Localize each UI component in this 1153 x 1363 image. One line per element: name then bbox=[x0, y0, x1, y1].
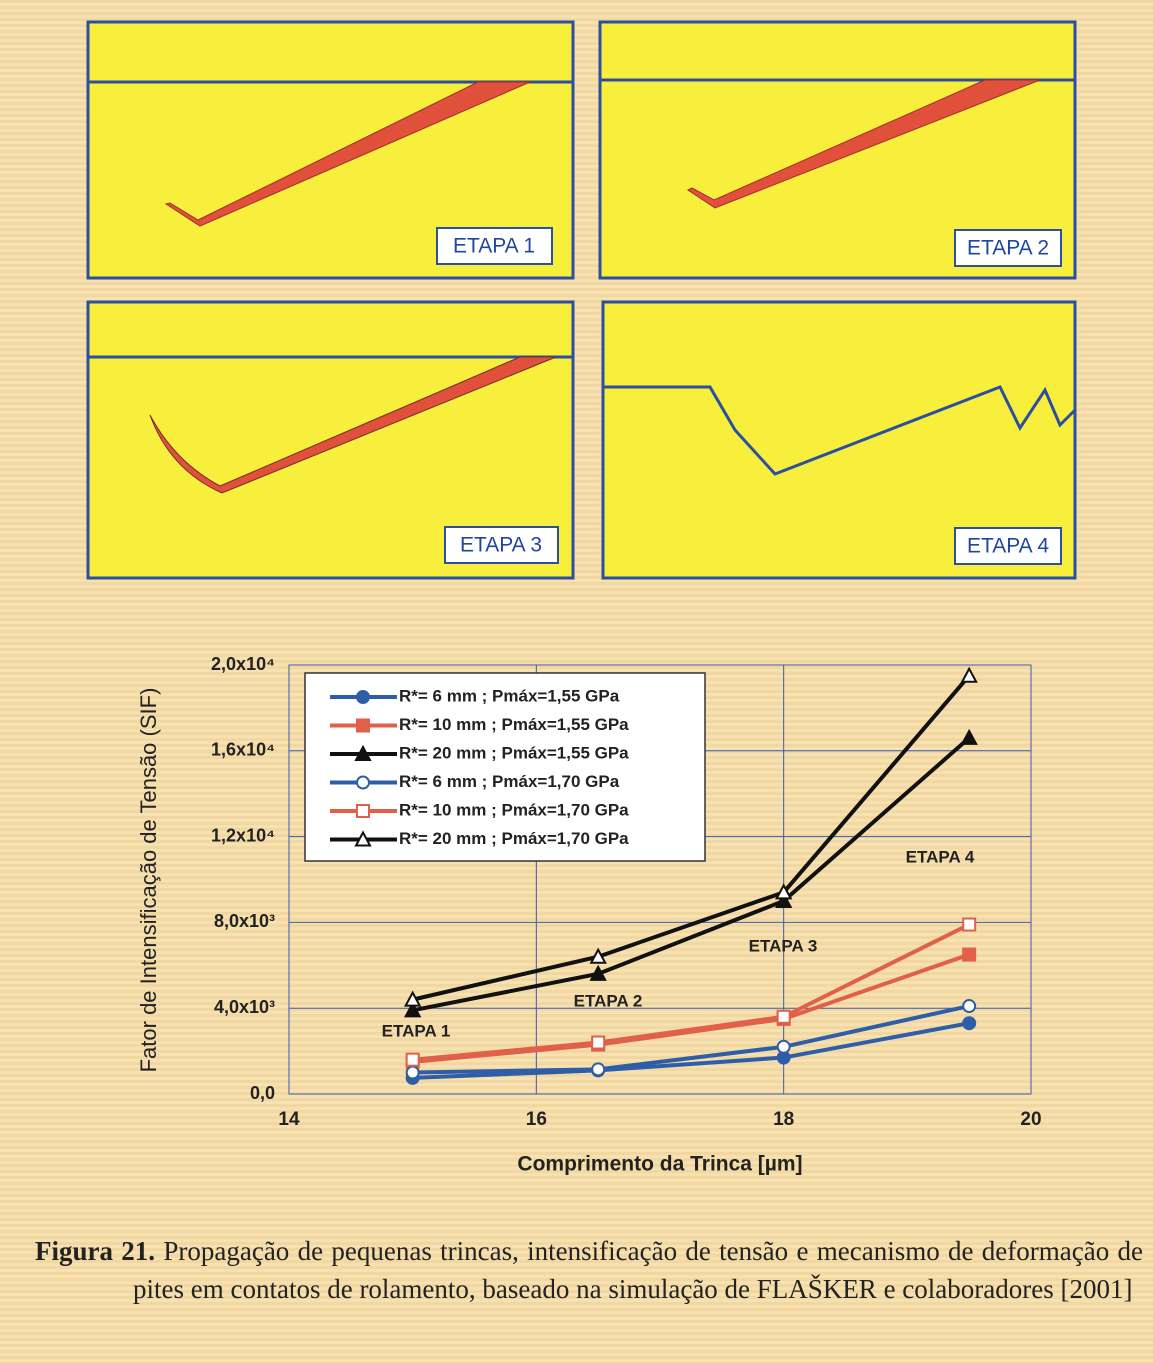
marker bbox=[407, 1067, 419, 1079]
marker bbox=[963, 1000, 975, 1012]
x-tick-label: 18 bbox=[773, 1109, 794, 1130]
panel-label: ETAPA 1 bbox=[453, 235, 535, 258]
panel-label: ETAPA 3 bbox=[460, 534, 542, 557]
annotation: ETAPA 1 bbox=[382, 1021, 451, 1040]
y-tick-label: 8,0x10³ bbox=[214, 911, 275, 931]
panel-4: ETAPA 4 bbox=[603, 302, 1075, 578]
series bbox=[407, 919, 976, 1066]
panel-3: ETAPA 3 bbox=[88, 302, 573, 578]
legend-label: R*= 10 mm ; Pmáx=1,70 GPa bbox=[399, 800, 629, 819]
y-tick-label: 1,2x10⁴ bbox=[211, 825, 275, 845]
panel-label: ETAPA 4 bbox=[967, 535, 1049, 558]
y-tick-label: 2,0x10⁴ bbox=[211, 654, 275, 674]
marker bbox=[357, 777, 369, 789]
x-tick-label: 20 bbox=[1020, 1109, 1041, 1130]
annotation: ETAPA 4 bbox=[906, 847, 975, 866]
legend: R*= 6 mm ; Pmáx=1,55 GPa R*= 10 mm ; Pmáx… bbox=[305, 673, 705, 861]
panel-2: ETAPA 2 bbox=[600, 22, 1075, 278]
y-tick-label: 1,6x10⁴ bbox=[211, 740, 275, 760]
caption: Figura 21. Propagação de pequenas trinca… bbox=[35, 1232, 1143, 1308]
panel-label: ETAPA 2 bbox=[967, 237, 1049, 260]
page: ETAPA 1 ETAPA 2 ETAPA 3 ETAPA 4 Fator de… bbox=[0, 0, 1153, 1363]
y-tick-label: 4,0x10³ bbox=[214, 997, 275, 1017]
marker bbox=[592, 1063, 604, 1075]
marker bbox=[407, 1054, 419, 1066]
marker bbox=[592, 1037, 604, 1049]
caption-label: Figura 21. bbox=[35, 1236, 155, 1266]
marker bbox=[962, 669, 976, 682]
legend-label: R*= 6 mm ; Pmáx=1,70 GPa bbox=[399, 772, 620, 791]
marker bbox=[963, 1017, 975, 1029]
x-tick-label: 16 bbox=[526, 1109, 547, 1130]
y-tick-label: 0,0 bbox=[250, 1083, 275, 1103]
marker bbox=[357, 805, 369, 817]
annotation: ETAPA 2 bbox=[574, 991, 643, 1010]
x-tick-label: 14 bbox=[278, 1109, 300, 1130]
y-axis-label: Fator de Intensificação de Tensão (SIF) bbox=[136, 688, 161, 1073]
marker bbox=[963, 949, 975, 961]
caption-text: Propagação de pequenas trincas, intensif… bbox=[133, 1236, 1143, 1304]
legend-label: R*= 20 mm ; Pmáx=1,70 GPa bbox=[399, 829, 629, 848]
panel-1: ETAPA 1 bbox=[88, 22, 573, 278]
marker bbox=[778, 1011, 790, 1023]
annotation: ETAPA 3 bbox=[749, 936, 818, 955]
figure: ETAPA 1 ETAPA 2 ETAPA 3 ETAPA 4 Fator de… bbox=[0, 0, 1153, 1230]
legend-label: R*= 6 mm ; Pmáx=1,55 GPa bbox=[399, 686, 620, 705]
legend-label: R*= 20 mm ; Pmáx=1,55 GPa bbox=[399, 743, 629, 762]
x-axis-label: Comprimento da Trinca [µm] bbox=[517, 1153, 802, 1176]
marker bbox=[357, 691, 369, 703]
marker bbox=[357, 720, 369, 732]
legend-label: R*= 10 mm ; Pmáx=1,55 GPa bbox=[399, 715, 629, 734]
marker bbox=[962, 731, 976, 744]
marker bbox=[778, 1041, 790, 1053]
marker bbox=[963, 919, 975, 931]
